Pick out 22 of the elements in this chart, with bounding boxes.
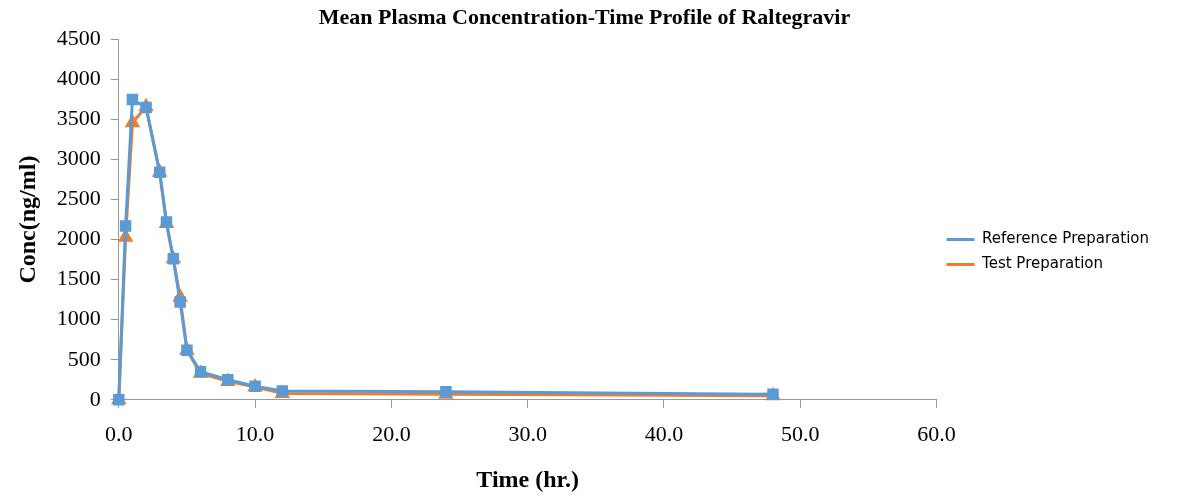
y-tick-label: 2000: [56, 225, 101, 251]
x-tick-label: 30.0: [508, 420, 547, 446]
x-tick-label: 60.0: [917, 420, 956, 446]
y-tick-label: 0: [89, 385, 101, 411]
x-tick-label: 50.0: [781, 420, 820, 446]
x-tick-label: 10.0: [235, 420, 275, 446]
x-tick-label: 20.0: [372, 420, 411, 446]
legend-label: Test Preparation: [981, 254, 1104, 273]
y-tick-label: 500: [67, 345, 101, 371]
y-axis-title: Conc(ng/ml): [13, 155, 40, 284]
legend-label: Reference Preparation: [982, 229, 1150, 248]
y-tick-label: 1000: [56, 305, 101, 331]
y-tick-label: 4000: [56, 65, 101, 91]
x-tick-label: 40.0: [644, 420, 684, 446]
y-tick-label: 1500: [56, 265, 101, 291]
y-tick-label: 4500: [56, 25, 101, 51]
y-tick-label: 3000: [56, 145, 101, 171]
y-tick-label: 2500: [56, 185, 101, 211]
chart-title: Mean Plasma Concentration-Time Profile of Raltegravir: [318, 3, 851, 29]
x-axis-title: Time (hr.): [476, 465, 580, 492]
x-tick-label: 0.0: [105, 420, 133, 446]
y-tick-label: 3500: [56, 105, 101, 131]
